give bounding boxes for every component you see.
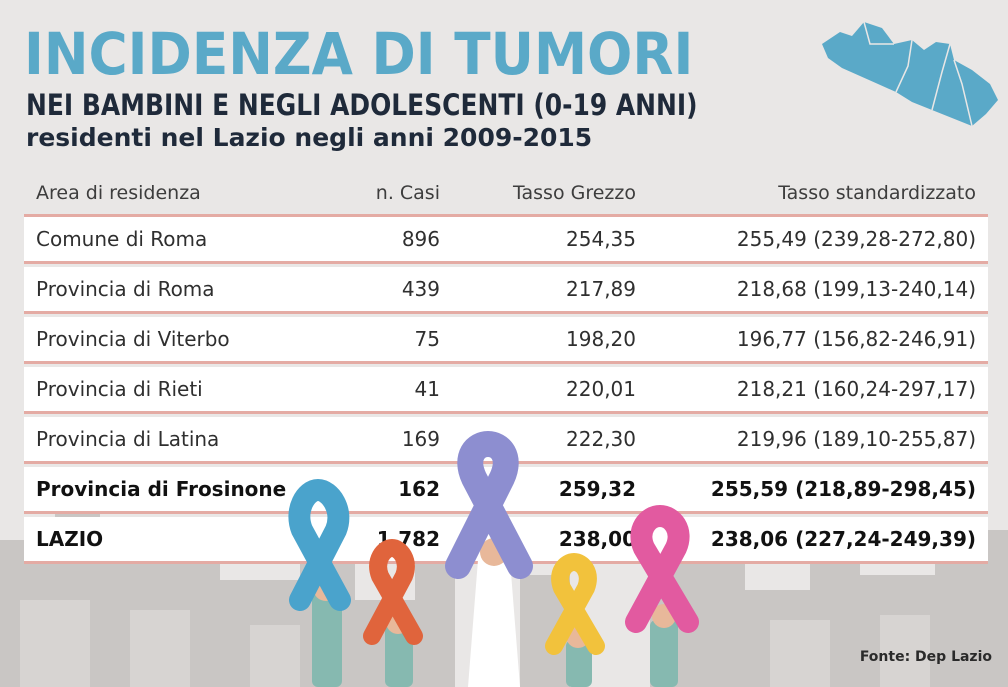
table-row: Provincia di Latina 169 222,30 219,96 (1…: [24, 417, 988, 464]
table-row: Provincia di Frosinone 162 259,32 255,59…: [24, 467, 988, 514]
cell-casi: 896: [401, 227, 440, 251]
incidence-table: Area di residenza n. Casi Tasso Grezzo T…: [24, 172, 988, 564]
cell-tasso-standardizzato: 255,49 (239,28-272,80): [736, 227, 976, 251]
lazio-map-icon: [822, 21, 998, 127]
cell-casi: 162: [398, 477, 440, 501]
cell-casi: 75: [414, 327, 440, 351]
cell-tasso-grezzo: 220,01: [566, 377, 636, 401]
cell-casi: 439: [401, 277, 440, 301]
cell-tasso-standardizzato: 218,21 (160,24-297,17): [736, 377, 976, 401]
cell-tasso-standardizzato: 218,68 (199,13-240,14): [736, 277, 976, 301]
cell-tasso-standardizzato: 255,59 (218,89-298,45): [710, 477, 976, 501]
column-header-tasso-grezzo: Tasso Grezzo: [513, 182, 636, 204]
table-row: Provincia di Viterbo 75 198,20 196,77 (1…: [24, 317, 988, 364]
page-title: INCIDENZA DI TUMORI: [24, 20, 694, 88]
cell-tasso-grezzo: 217,89: [566, 277, 636, 301]
cell-tasso-standardizzato: 238,06 (227,24-249,39): [710, 527, 976, 551]
table-row-total: LAZIO 1.782 238,00 238,06 (227,24-249,39…: [24, 517, 988, 564]
cell-tasso-standardizzato: 196,77 (156,82-246,91): [736, 327, 976, 351]
cell-area: LAZIO: [36, 527, 104, 551]
column-header-tasso-standardizzato: Tasso standardizzato: [778, 182, 976, 204]
source-credit: Fonte: Dep Lazio: [859, 649, 992, 665]
cell-tasso-grezzo: 222,30: [566, 427, 636, 451]
cell-area: Provincia di Rieti: [36, 377, 203, 401]
cell-tasso-grezzo: 198,20: [566, 327, 636, 351]
column-header-casi: n. Casi: [375, 182, 440, 204]
cell-casi: 169: [401, 427, 440, 451]
cell-area: Provincia di Viterbo: [36, 327, 230, 351]
table-header: Area di residenza n. Casi Tasso Grezzo T…: [24, 172, 988, 214]
subtitle: NEI BAMBINI E NEGLI ADOLESCENTI (0-19 AN…: [26, 88, 698, 122]
column-header-area: Area di residenza: [36, 182, 201, 204]
subtitle-secondary: residenti nel Lazio negli anni 2009-2015: [26, 123, 593, 152]
table-row: Provincia di Roma 439 217,89 218,68 (199…: [24, 267, 988, 314]
cell-casi: 41: [414, 377, 440, 401]
cell-area: Comune di Roma: [36, 227, 208, 251]
cell-area: Provincia di Latina: [36, 427, 220, 451]
cell-area: Provincia di Frosinone: [36, 477, 287, 501]
cell-casi: 1.782: [376, 527, 440, 551]
table-row: Comune di Roma 896 254,35 255,49 (239,28…: [24, 214, 988, 264]
cell-tasso-grezzo: 254,35: [566, 227, 636, 251]
cell-tasso-grezzo: 259,32: [558, 477, 636, 501]
cell-tasso-standardizzato: 219,96 (189,10-255,87): [736, 427, 976, 451]
table-row: Provincia di Rieti 41 220,01 218,21 (160…: [24, 367, 988, 414]
cell-area: Provincia di Roma: [36, 277, 215, 301]
cell-tasso-grezzo: 238,00: [558, 527, 636, 551]
